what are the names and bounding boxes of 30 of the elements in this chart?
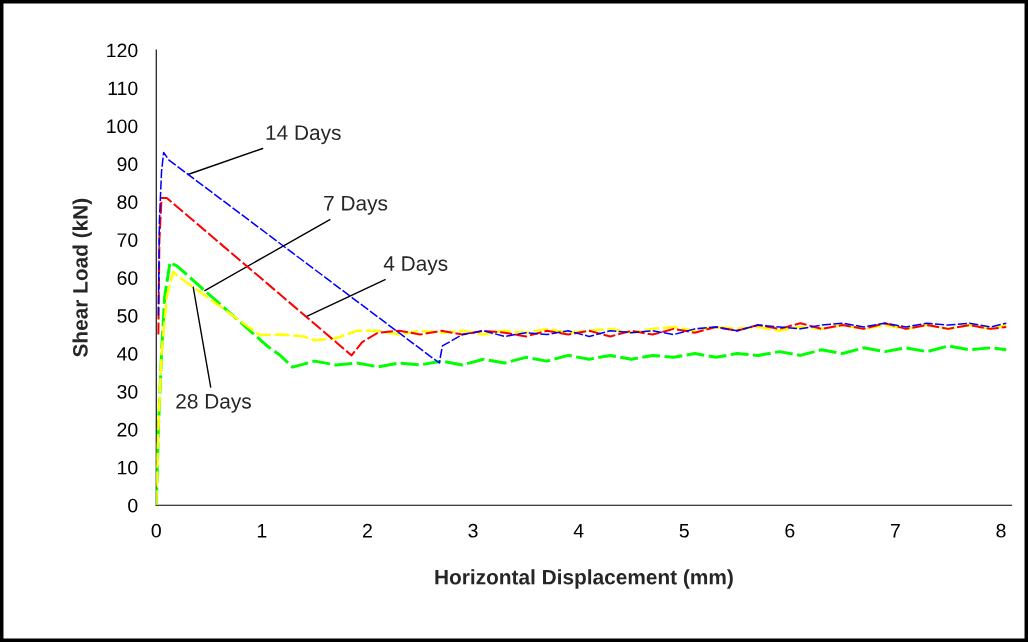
y-tick-label: 120	[107, 43, 138, 58]
y-tick-label: 10	[118, 460, 138, 475]
y-axis-title: Shear Load (kN)	[72, 198, 92, 357]
x-tick-label: 8	[996, 523, 1006, 538]
x-tick-label: 5	[679, 524, 689, 538]
y-tick-label: 0	[128, 498, 138, 513]
x-tick-label: 4	[573, 524, 584, 538]
x-axis-title: Horizontal Displacement (mm)	[435, 569, 733, 589]
y-tick-label: 30	[117, 384, 138, 399]
x-tick-label: 6	[785, 523, 795, 538]
line-series	[157, 151, 1008, 364]
line-series	[157, 197, 1008, 357]
annotation: 14 Days	[266, 125, 341, 145]
x-tick-label: 3	[468, 523, 478, 538]
y-tick-label: 70	[117, 233, 138, 247]
y-tick-label: 90	[117, 157, 138, 172]
y-tick-label: 20	[117, 422, 138, 437]
y-tick-label: 60	[117, 271, 138, 285]
annotation: 7 Days	[324, 196, 388, 215]
x-tick-label: 2	[363, 523, 372, 538]
x-tick-label: 1	[257, 524, 267, 538]
x-tick-label: 0	[151, 523, 161, 538]
y-tick-label: 40	[117, 347, 138, 361]
x-tick-label: 7	[890, 524, 900, 538]
annotation: 4 Days	[383, 256, 448, 276]
annotation: 28 Days	[176, 393, 251, 413]
y-tick-label: 50	[117, 309, 138, 323]
y-tick-label: 110	[108, 81, 138, 96]
y-tick-label: 100	[107, 119, 138, 134]
y-tick-label: 80	[117, 195, 138, 210]
